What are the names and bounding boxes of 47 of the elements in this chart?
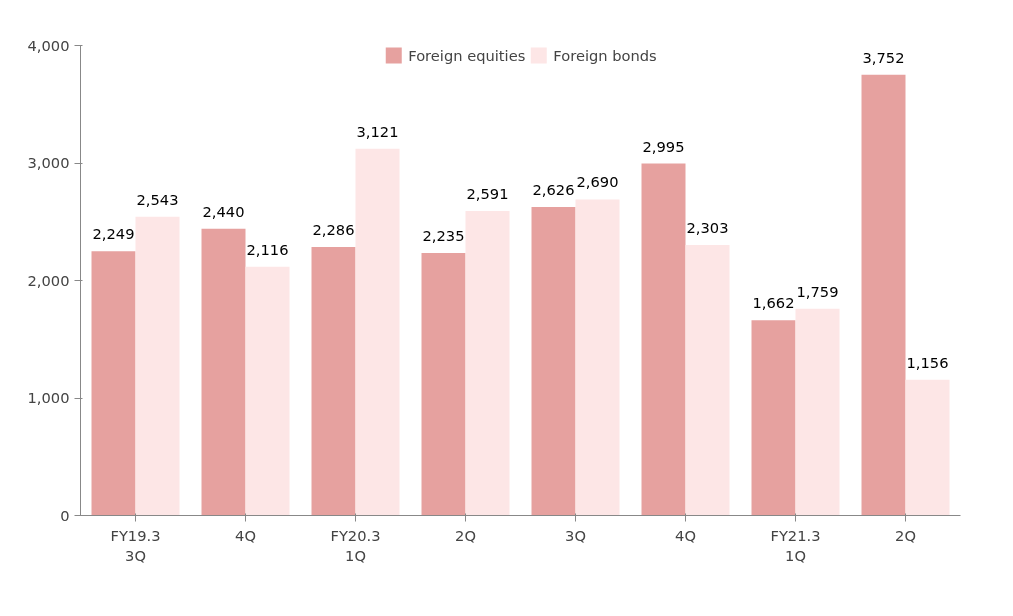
bar: [91, 251, 136, 516]
bar: [465, 211, 510, 516]
y-tick-label: 4,000: [27, 36, 70, 54]
bar: [355, 148, 400, 516]
data-label: 3,752: [862, 48, 905, 66]
x-tick-label: FY19.3 3Q: [110, 526, 161, 564]
x-tick-label: 2Q: [895, 526, 916, 544]
data-label: 2,995: [642, 137, 685, 155]
bar: [311, 246, 356, 516]
data-label: 2,440: [202, 202, 245, 220]
data-label: 2,690: [576, 173, 619, 191]
legend-label: Foreign equities: [408, 46, 526, 64]
bar: [135, 216, 180, 516]
bar: [861, 74, 906, 516]
bar: [575, 199, 620, 516]
data-label: 2,303: [686, 218, 729, 236]
data-label: 2,286: [312, 220, 355, 238]
data-label: 2,249: [92, 225, 135, 243]
data-label: 2,543: [136, 190, 179, 208]
bar: [905, 379, 950, 516]
data-label: 1,662: [752, 294, 795, 312]
data-label: 1,156: [906, 353, 949, 371]
bar: [201, 228, 246, 516]
data-label: 2,591: [466, 185, 509, 203]
x-tick-label: 3Q: [565, 526, 586, 544]
y-tick-label: 3,000: [27, 154, 70, 171]
bar: [685, 244, 730, 516]
data-label: 1,759: [796, 282, 839, 300]
bar: [421, 252, 466, 516]
bar: [795, 308, 840, 516]
x-tick-label: FY21.3 1Q: [770, 526, 821, 564]
x-tick-label: FY20.3 1Q: [330, 526, 381, 564]
data-label: 2,235: [422, 226, 465, 244]
y-tick-label: 2,000: [27, 271, 70, 289]
bar: [751, 320, 796, 516]
x-tick-label: 4Q: [235, 526, 256, 544]
y-tick-label: 0: [60, 506, 70, 524]
x-tick-label: 4Q: [675, 526, 696, 544]
y-tick-label: 1,000: [27, 389, 70, 406]
legend-label: Foreign bonds: [553, 46, 657, 64]
data-label: 2,626: [532, 180, 575, 198]
x-tick-label: 2Q: [455, 526, 476, 544]
bar: [531, 206, 576, 516]
data-label: 2,116: [246, 240, 289, 258]
data-label: 3,121: [356, 122, 399, 140]
bar: [245, 266, 290, 516]
bar: [641, 163, 686, 516]
